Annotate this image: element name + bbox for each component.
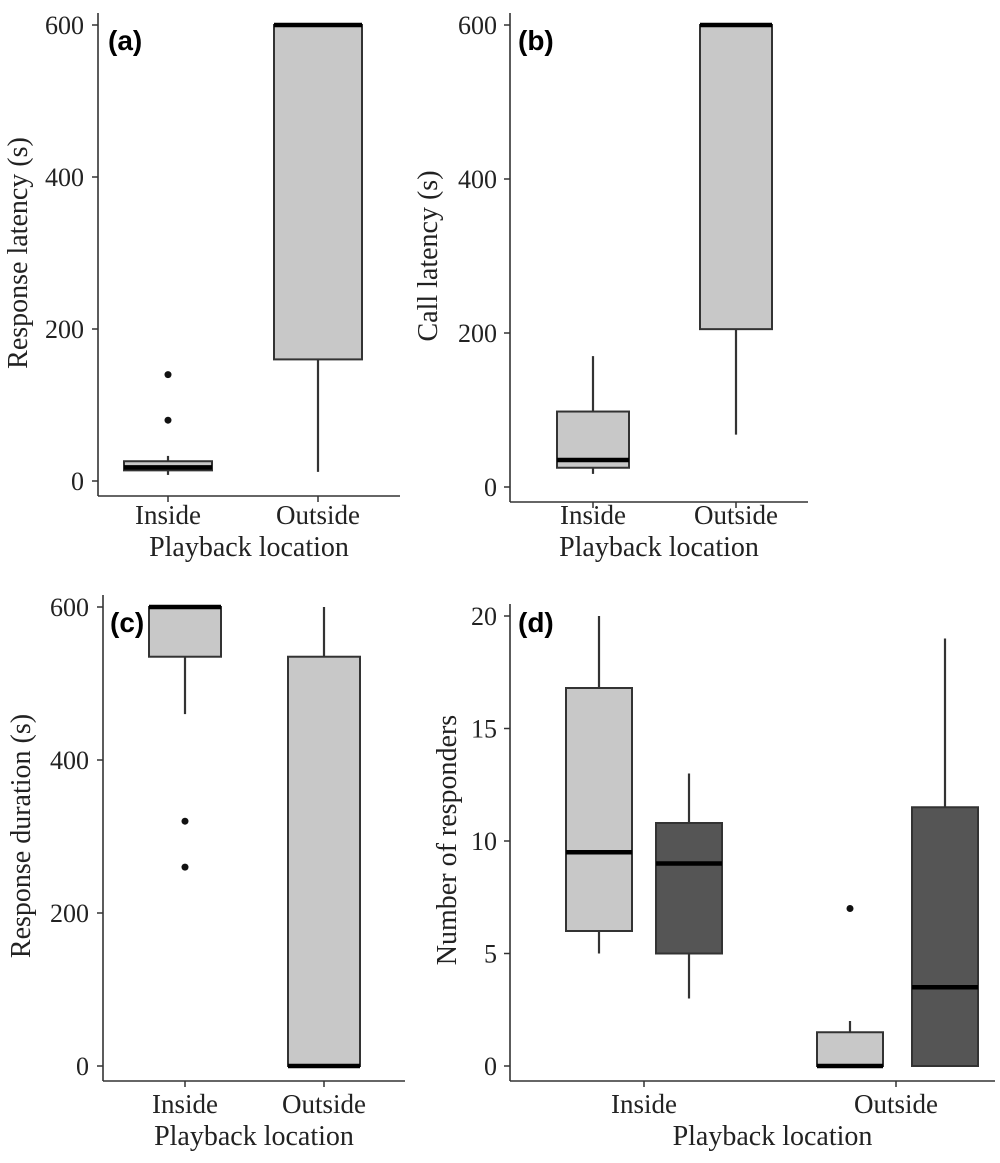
panel-label: (a) <box>108 25 142 56</box>
box-outside-light <box>816 905 884 1069</box>
outlier-point <box>164 371 172 379</box>
box-iqr <box>655 822 723 955</box>
y-tick-label: 0 <box>76 1052 89 1081</box>
x-axis-label: Playback location <box>673 1121 873 1152</box>
x-tick-label: Outside <box>694 500 778 530</box>
box-inside-light <box>565 616 633 954</box>
box-iqr <box>273 24 363 361</box>
y-tick-label: 600 <box>50 593 89 622</box>
y-tick-label: 0 <box>484 1052 497 1081</box>
box-iqr <box>699 24 773 331</box>
box-iqr <box>565 687 633 932</box>
x-tick-label: Inside <box>152 1089 218 1119</box>
panel-label: (c) <box>110 607 144 638</box>
x-tick-label: Inside <box>560 500 626 530</box>
box-iqr <box>287 655 361 1067</box>
y-tick-label: 600 <box>458 11 497 40</box>
y-axis-label: Response duration (s) <box>6 714 37 958</box>
panel-a: 0 200 400 600 Response latency (s) Inside Outs… <box>3 11 400 563</box>
y-tick-label: 400 <box>458 165 497 194</box>
y-axis-label: Number of responders <box>432 715 463 965</box>
outlier-point <box>164 416 172 424</box>
y-tick-label: 10 <box>471 827 497 856</box>
box-iqr <box>148 606 222 658</box>
y-tick-label: 15 <box>471 715 497 744</box>
x-axis-label: Playback location <box>154 1121 354 1152</box>
y-tick-label: 200 <box>45 315 84 344</box>
box-inside-light <box>556 356 630 474</box>
y-tick-label: 400 <box>50 746 89 775</box>
box-outside-light <box>273 22 363 472</box>
y-tick-label: 600 <box>45 11 84 40</box>
x-tick-label: Outside <box>282 1089 366 1119</box>
box-outside-light <box>699 22 773 435</box>
box-outside-dark <box>911 638 979 1067</box>
box-inside-light <box>148 604 222 871</box>
y-axis-label: Response latency (s) <box>3 137 34 369</box>
box-inside-dark <box>655 773 723 999</box>
outlier-point <box>181 817 189 825</box>
y-tick-label: 200 <box>50 899 89 928</box>
y-tick-label: 200 <box>458 319 497 348</box>
panel-c: 0 200 400 600 Response duration (s) Inside Out… <box>6 593 405 1152</box>
box-iqr <box>911 806 979 1067</box>
x-axis-label: Playback location <box>149 532 349 563</box>
y-axis-label: Call latency (s) <box>413 170 444 341</box>
panel-label: (d) <box>518 607 554 638</box>
box-iqr <box>816 1031 884 1067</box>
panel-label: (b) <box>518 25 554 56</box>
y-tick-label: 20 <box>471 602 497 631</box>
x-tick-label: Inside <box>611 1089 677 1119</box>
y-tick-label: 0 <box>484 473 497 502</box>
outlier-point <box>181 863 189 871</box>
panel-b: 0 200 400 600 Call latency (s) Inside OutsideP… <box>413 11 808 563</box>
x-tick-label: Inside <box>135 500 201 530</box>
panel-d: 0 5 10 15 20 Number of responders Inside Outsid… <box>432 602 995 1152</box>
box-outside-light <box>287 607 361 1069</box>
x-axis-label: Playback location <box>559 532 759 563</box>
y-tick-label: 0 <box>71 467 84 496</box>
y-tick-label: 5 <box>484 940 497 969</box>
y-tick-label: 400 <box>45 163 84 192</box>
outlier-point <box>846 905 854 912</box>
x-tick-label: Outside <box>854 1089 938 1119</box>
x-tick-label: Outside <box>276 500 360 530</box>
box-inside-light <box>123 371 213 475</box>
